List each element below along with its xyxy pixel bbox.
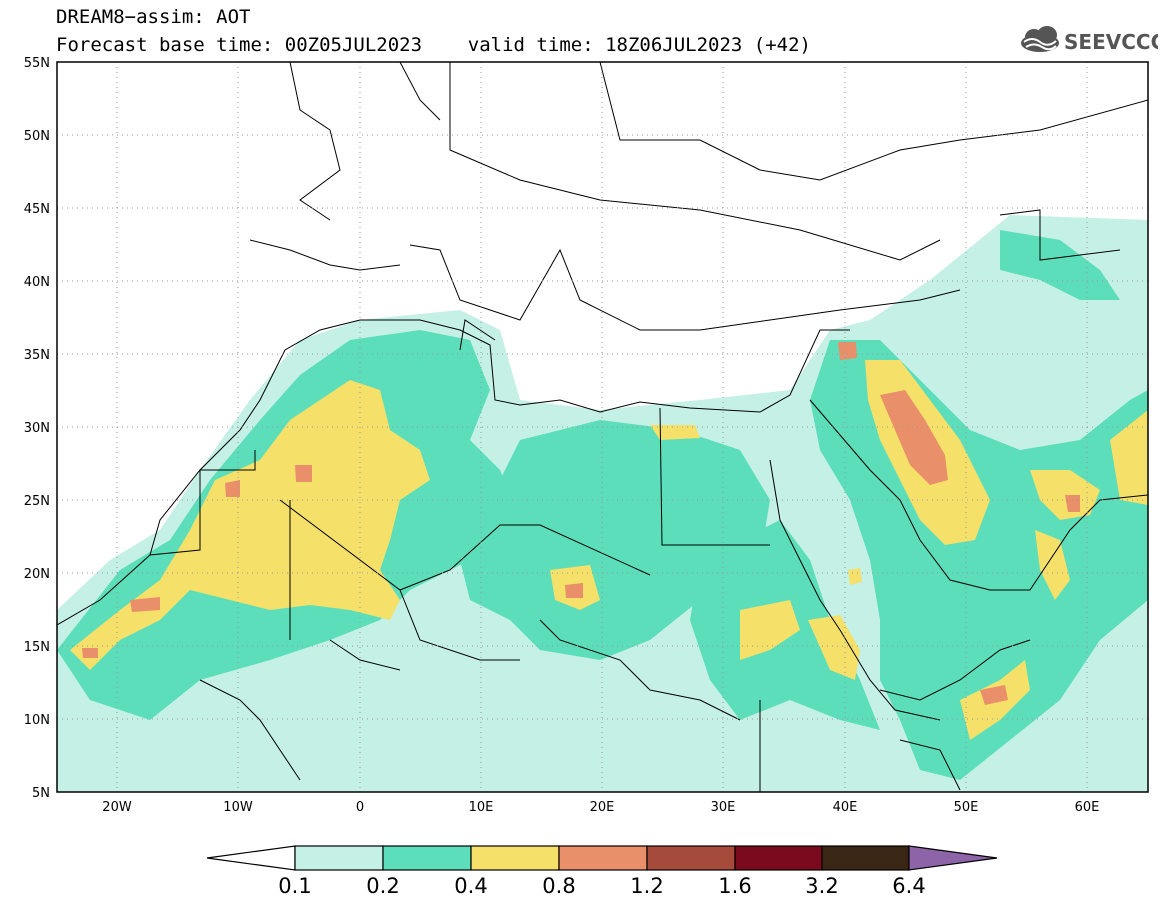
latitude-axis: 55N 50N 45N 40N 35N 30N 25N 20N 15N 10N … [24, 56, 50, 801]
colorbar-label: 0.2 [366, 874, 399, 898]
colorbar [206, 845, 998, 871]
lat-label: 15N [24, 640, 50, 655]
map-title: DREAM8−assim: AOT [56, 6, 251, 28]
lat-label: 35N [24, 348, 50, 363]
colorbar-segment [908, 845, 998, 871]
lat-label: 10N [24, 713, 50, 728]
cloud-icon [1021, 26, 1059, 52]
colorbar-segment [382, 845, 472, 871]
lon-label: 10E [469, 800, 494, 815]
colorbar-label: 1.6 [718, 874, 751, 898]
lat-label: 5N [32, 786, 50, 801]
map-frame [56, 61, 1149, 793]
lat-label: 40N [24, 275, 50, 290]
lon-label: 60E [1075, 800, 1100, 815]
colorbar-label: 1.2 [630, 874, 663, 898]
aot-band-0.8-1.2 [82, 342, 1080, 705]
colorbar-label: 0.1 [278, 874, 311, 898]
lat-label: 50N [24, 129, 50, 144]
lat-label: 55N [24, 56, 50, 71]
lat-label: 45N [24, 202, 50, 217]
lon-label: 10W [223, 800, 253, 815]
forecast-time-line: Forecast base time: 00Z05JUL2023 valid t… [56, 34, 811, 56]
lat-label: 30N [24, 421, 50, 436]
lon-label: 0 [356, 800, 364, 815]
lon-label: 30E [711, 800, 736, 815]
longitude-axis: 20W 10W 0 10E 20E 30E 40E 50E 60E [102, 800, 1099, 815]
lon-label: 40E [833, 800, 858, 815]
lon-label: 20W [102, 800, 132, 815]
colorbar-label: 3.2 [805, 874, 838, 898]
lat-label: 25N [24, 494, 50, 509]
colorbar-segment [294, 845, 384, 871]
colorbar-label: 0.4 [454, 874, 487, 898]
colorbar-segment [206, 845, 296, 871]
logo-text: SEEVCCC [1064, 30, 1158, 54]
colorbar-segment [470, 845, 560, 871]
colorbar-label: 0.8 [542, 874, 575, 898]
seevccc-logo: SEEVCCC [1021, 26, 1158, 54]
colorbar-labels: 0.1 0.2 0.4 0.8 1.2 1.6 3.2 6.4 [278, 874, 925, 898]
lon-label: 50E [954, 800, 979, 815]
lat-lon-grid [57, 62, 1148, 792]
coastlines-and-borders [57, 62, 1148, 792]
lat-label: 20N [24, 567, 50, 582]
colorbar-segment [734, 845, 823, 871]
colorbar-label: 6.4 [892, 874, 925, 898]
colorbar-segment [821, 845, 910, 871]
colorbar-segment [646, 845, 736, 871]
colorbar-segment [558, 845, 648, 871]
map-area [57, 62, 1148, 792]
lon-label: 20E [590, 800, 615, 815]
